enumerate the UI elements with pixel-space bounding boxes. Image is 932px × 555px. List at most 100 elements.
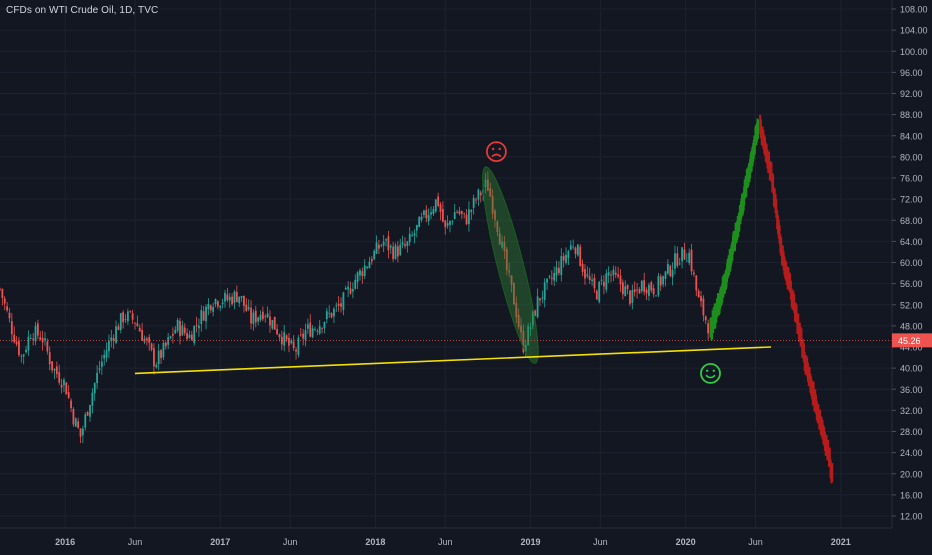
candle-body [593,277,596,289]
candle-body [169,336,172,339]
candle-body [529,327,532,329]
candle-body [205,306,207,322]
candle-body [164,342,167,347]
candle-body [72,409,75,425]
candle-body [685,260,688,262]
candle-body [643,280,646,292]
candle-body [404,244,406,247]
projection-down-bar [812,381,815,401]
price-tick-label: 16.00 [900,490,923,500]
candle-body [581,263,584,272]
price-axis[interactable]: 12.00 16.00 20.00 24.00 28.00 32.00 36.00 40.00… [891,0,932,550]
candle-body [430,212,432,215]
candle-body [302,333,305,339]
candle-body [110,337,113,342]
projection-down-bar [768,151,771,171]
candle-body [231,296,233,305]
candle-body [553,272,556,281]
candle-body [614,272,617,275]
candle-body [385,239,387,241]
candle-body [690,249,693,272]
candle-body [214,298,217,305]
candle-body [186,333,188,339]
candle-body [565,254,567,263]
candle-body [195,324,198,326]
candle-body [638,289,641,293]
candle-body [508,270,511,273]
projection-down-bar [828,447,831,467]
candle-body [183,327,186,334]
candle-body [233,291,236,303]
candle-body [425,209,428,219]
candle-body [290,340,293,344]
price-tick-label: 20.00 [900,469,923,479]
candle-body [527,325,530,346]
candle-body [77,421,80,428]
candle-body [304,330,307,340]
candle-body [486,179,489,191]
candle-body [359,270,361,276]
candle-body [117,326,120,331]
candle-body [63,379,65,386]
candle-body [648,284,650,296]
candle-body [666,263,669,274]
price-tick-label: 24.00 [900,448,923,458]
current-price-label-bg [892,333,932,348]
candle-body [105,350,108,358]
candle-body [697,290,700,298]
projection-up-bar [711,320,714,340]
candle-body [465,214,468,225]
candle-body [378,244,380,249]
candle-body [633,289,636,293]
price-tick-label: 64.00 [900,237,923,247]
projection-down-bar [800,328,803,348]
candle-body [337,303,340,306]
candle-body [439,204,442,212]
candle-body [572,246,575,248]
candle-body [347,286,350,290]
candle-body [235,291,238,302]
candle-body [536,296,539,318]
price-tick-label: 96.00 [900,68,923,78]
candle-body [48,352,51,365]
candle-body [394,245,397,259]
happy-face-icon [700,363,721,384]
candle-body [550,277,553,279]
candle-body [20,355,23,357]
price-tick-label: 52.00 [900,300,923,310]
candle-body [60,384,63,388]
candle-body [496,221,499,233]
time-axis[interactable]: 2016 Jun 2017 Jun 2018 Jun 2019 Jun 2020 Jun 2021 [0,527,892,547]
candle-body [524,344,527,352]
candle-body [375,242,378,254]
candle-body [441,208,444,222]
candle-body [311,328,314,337]
face-mouth [705,374,716,379]
candle-body [134,322,136,324]
candle-body [79,428,82,437]
candle-body [349,288,352,294]
candle-body [299,334,302,336]
candle-body [318,325,321,334]
price-tick-label: 84.00 [900,131,923,141]
candle-body [264,316,267,318]
candle-body [150,343,153,350]
candle-body [162,342,165,358]
face-eye [705,369,709,373]
candle-body [86,411,89,416]
time-tick-label: Jun [748,537,763,547]
support-trend-line [134,346,772,375]
candle-body [171,333,174,336]
time-tick-label: Jun [128,537,143,547]
candle-body [335,305,338,307]
candle-body [271,320,274,329]
annotation-layer [0,141,892,384]
candle-body [280,336,283,345]
candle-body [456,211,458,213]
candle-body [444,220,447,228]
candle-body [207,303,210,309]
candle-body [8,312,11,319]
candle-body [458,211,461,214]
